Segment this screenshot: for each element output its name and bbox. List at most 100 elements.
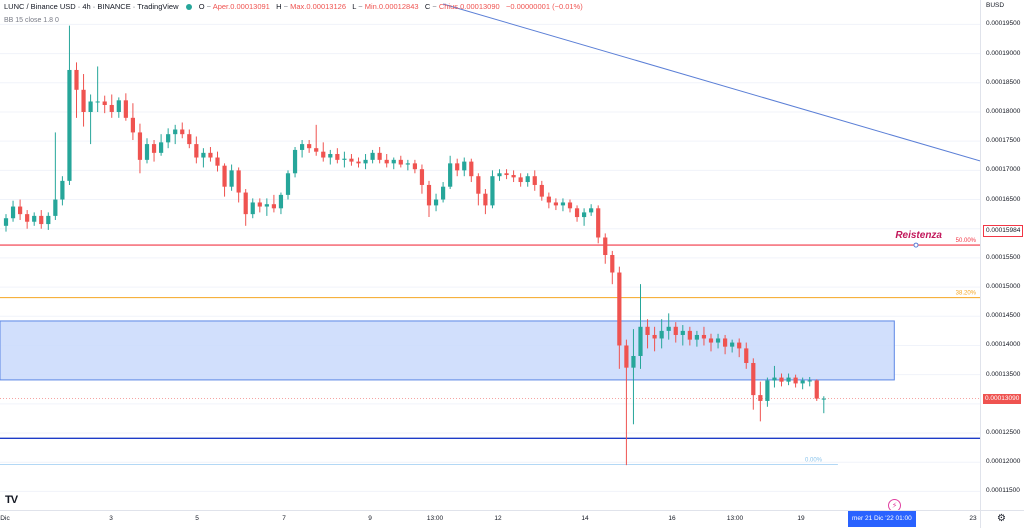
candle-body — [419, 169, 425, 185]
time-tick-label: 3 — [109, 515, 113, 522]
candle-body — [490, 176, 495, 206]
candle-body — [666, 326, 671, 331]
candle-body — [553, 202, 558, 206]
price-axis[interactable]: BUSD 0.00019500 0.00019000 0.00018500 0.000… — [980, 0, 1024, 510]
candle-body — [694, 334, 699, 340]
time-tick-label: 9 — [368, 515, 372, 522]
time-tick-label: 12 — [494, 515, 502, 522]
candle-body — [194, 144, 199, 158]
gear-icon[interactable]: ⚙ — [997, 513, 1006, 524]
fib-0-label: 0.00% — [805, 458, 823, 464]
candle-body — [39, 215, 44, 225]
candle-body — [342, 158, 347, 160]
candle-body — [166, 134, 171, 143]
candle-body — [363, 159, 368, 164]
lightning-icon[interactable]: ⚡ — [888, 499, 901, 510]
price-tick-label: 0.00019000 — [986, 49, 1021, 57]
time-tick-label: Dic — [0, 515, 10, 522]
candle-body — [81, 89, 86, 112]
price-tick-label: 0.00011500 — [986, 487, 1020, 495]
price-tick-label: 0.00016500 — [986, 195, 1021, 203]
downtrend-line — [442, 3, 980, 162]
candle-body — [525, 176, 530, 183]
tradingview-logo: TV — [5, 494, 18, 506]
candle-body — [765, 380, 770, 401]
indicator-legend[interactable]: BB 15 close 1.8 0 — [4, 17, 59, 24]
candle-body — [821, 398, 826, 400]
price-tick-label: 0.00012000 — [986, 458, 1021, 466]
candle-body — [652, 334, 657, 339]
candle-body — [807, 380, 812, 382]
candle-body — [391, 159, 396, 164]
candle-body — [567, 202, 573, 209]
candle-body — [405, 163, 410, 165]
price-tick-label: 0.00013500 — [986, 370, 1021, 378]
fib-38-label: 38.20% — [956, 291, 977, 297]
candle-body — [208, 152, 213, 158]
candle-body — [793, 377, 798, 384]
candle-body — [144, 144, 150, 160]
candle-body — [800, 380, 805, 384]
candle-body — [786, 377, 791, 382]
candle-body — [384, 159, 389, 164]
candle-body — [589, 208, 594, 213]
candle-body — [356, 161, 361, 164]
candle-body — [603, 237, 608, 255]
trendline-anchor-point — [913, 242, 919, 248]
candle-body — [737, 342, 742, 349]
symbol-title[interactable]: LUNC / Binance USD · 4h · BINANCE · Trad… — [4, 2, 179, 11]
candle-body — [278, 194, 284, 209]
current-price-tag: 0.00013090 — [983, 393, 1022, 404]
candle-body — [229, 170, 234, 187]
candle-body — [624, 345, 629, 368]
candle-body — [426, 184, 432, 206]
close-value: Chius.0.00013090 — [438, 2, 500, 11]
candle-body — [243, 192, 248, 215]
candle-body — [60, 180, 65, 200]
candle-body — [532, 176, 537, 185]
high-value: Max.0.00013126 — [290, 2, 346, 11]
candle-body — [610, 255, 615, 273]
consolidation-zone — [0, 320, 895, 381]
close-label: C — [424, 2, 431, 11]
time-tick-label: 19 — [797, 515, 805, 522]
candle-body — [659, 330, 664, 339]
candle-body — [236, 170, 241, 193]
price-tick-label: 0.00018000 — [986, 107, 1021, 115]
chart-area[interactable]: 50.00% 38.20% 0.00% Reistenza LUNC / Binanc… — [0, 0, 980, 510]
candle-body — [102, 101, 107, 105]
candle-body — [201, 152, 206, 158]
candle-body — [455, 163, 460, 171]
candle-body — [18, 206, 23, 215]
chart-header: LUNC / Binance USD · 4h · BINANCE · Trad… — [4, 2, 583, 11]
candle-body — [335, 154, 340, 160]
candle-body — [137, 132, 143, 160]
candle-body — [377, 152, 382, 160]
candle-body — [187, 134, 192, 145]
price-tick-label: 0.00019500 — [986, 20, 1021, 28]
candle-body — [687, 330, 692, 340]
market-status-dot — [185, 4, 192, 11]
low-label: L — [352, 2, 357, 11]
candlestick-chart[interactable]: 50.00% 38.20% 0.00% Reistenza — [0, 0, 980, 510]
candle-body — [116, 100, 121, 112]
candle-body — [462, 161, 467, 171]
candle-body — [130, 117, 135, 133]
price-unit-label: BUSD — [986, 2, 1005, 9]
candle-body — [123, 100, 128, 118]
price-tick-label: 0.00015500 — [986, 253, 1021, 261]
resistance-annotation: Reistenza — [895, 230, 942, 241]
candle-body — [173, 129, 178, 135]
candle-body — [441, 186, 446, 200]
candle-body — [398, 159, 403, 165]
candle-body — [723, 338, 728, 347]
candle-body — [314, 148, 319, 152]
open-label: O — [198, 2, 205, 11]
candle-body — [370, 152, 375, 160]
candle-body — [560, 202, 566, 206]
candle-body — [300, 144, 305, 150]
candle-body — [518, 177, 523, 183]
candle-body — [497, 173, 502, 177]
price-tick-label: 0.00018500 — [986, 78, 1021, 86]
